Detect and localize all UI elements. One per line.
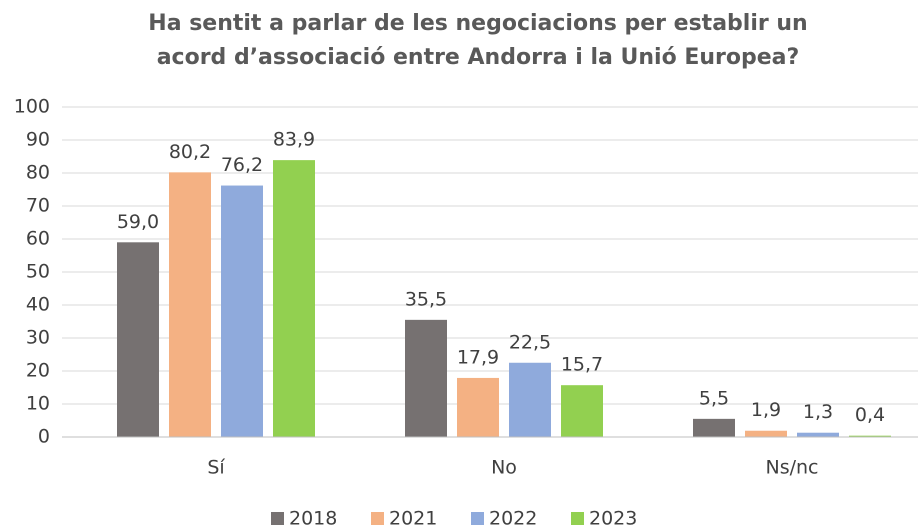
data-label: 59,0 — [117, 211, 159, 233]
bar — [405, 319, 447, 437]
legend-swatch — [271, 512, 284, 525]
bar — [169, 172, 211, 437]
legend-label: 2023 — [589, 508, 637, 530]
legend-label: 2021 — [389, 508, 437, 530]
bar — [221, 185, 263, 437]
legend-swatch — [371, 512, 384, 525]
legend-label: 2018 — [289, 508, 337, 530]
bar — [849, 435, 891, 437]
data-label: 80,2 — [169, 141, 211, 163]
bar — [117, 242, 159, 437]
bar — [745, 430, 787, 437]
data-label: 17,9 — [457, 346, 499, 368]
y-tick-label: 0 — [38, 426, 50, 448]
bar — [509, 362, 551, 437]
y-tick-label: 40 — [26, 294, 50, 316]
bar — [273, 160, 315, 437]
legend-swatch — [471, 512, 484, 525]
y-tick-label: 20 — [26, 360, 50, 382]
y-tick-label: 50 — [26, 261, 50, 283]
data-label: 83,9 — [273, 129, 315, 151]
data-label: 1,3 — [803, 401, 833, 423]
y-tick-label: 100 — [14, 96, 50, 118]
legend-swatch — [571, 512, 584, 525]
y-tick-label: 10 — [26, 393, 50, 415]
data-label: 35,5 — [405, 288, 447, 310]
x-tick-label: Ns/nc — [765, 457, 818, 479]
y-tick-label: 80 — [26, 162, 50, 184]
chart-title: acord d’associació entre Andorra i la Un… — [157, 45, 800, 70]
bar — [693, 418, 735, 437]
y-tick-label: 70 — [26, 195, 50, 217]
x-tick-label: No — [491, 457, 517, 479]
data-label: 0,4 — [855, 404, 885, 426]
bar — [561, 385, 603, 437]
legend-label: 2022 — [489, 508, 537, 530]
data-label: 5,5 — [699, 387, 729, 409]
chart-title: Ha sentit a parlar de les negociacions p… — [148, 11, 807, 36]
y-tick-label: 60 — [26, 228, 50, 250]
y-tick-label: 30 — [26, 327, 50, 349]
y-tick-label: 90 — [26, 129, 50, 151]
data-label: 76,2 — [221, 154, 263, 176]
bar — [457, 377, 499, 437]
data-label: 15,7 — [561, 354, 603, 376]
data-label: 1,9 — [751, 399, 781, 421]
bar — [797, 432, 839, 437]
data-label: 22,5 — [509, 331, 551, 353]
x-tick-label: Sí — [207, 457, 225, 479]
